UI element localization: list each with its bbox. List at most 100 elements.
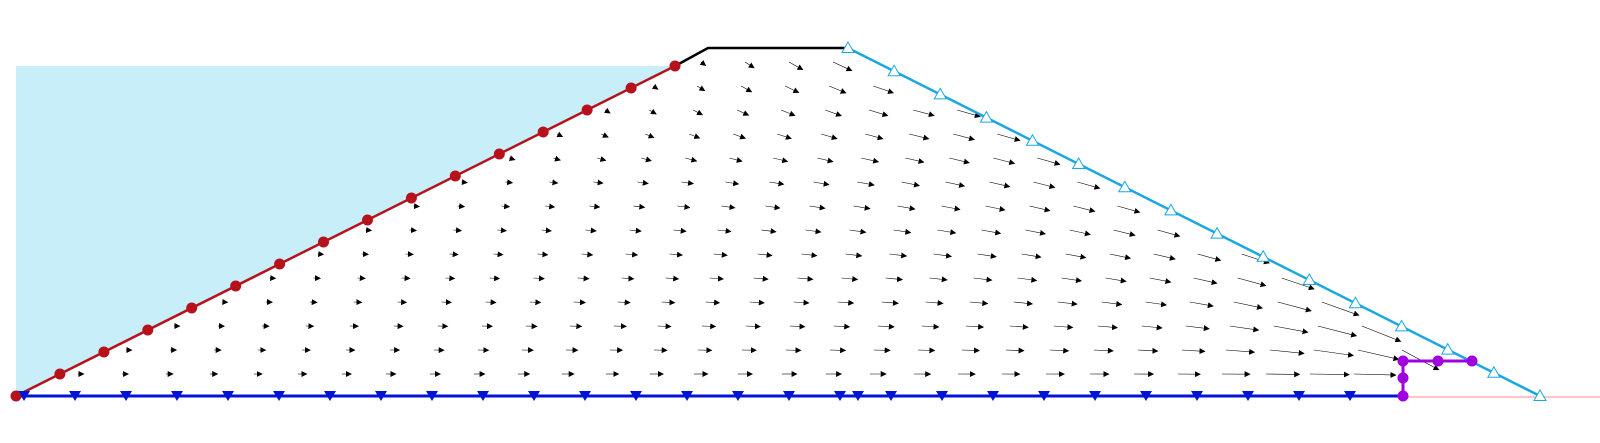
flow-vector [1353,371,1397,378]
flow-vector [1017,276,1038,283]
flow-vector [897,205,916,212]
flow-vector [1021,253,1042,260]
flow-vector [981,229,1002,236]
flow-vector [1149,277,1172,285]
flow-vector [801,252,818,259]
flow-vector [1113,229,1136,237]
flow-vector [949,157,970,165]
flow-vector [857,181,875,188]
upstream-face-node [318,236,329,248]
downstream-face-node [1025,133,1040,146]
flow-vector [461,179,468,186]
flow-vector [489,275,501,282]
upstream-face-node [54,368,66,380]
flow-vector [1049,347,1070,354]
flow-vector [1157,229,1181,238]
flow-vector [556,131,564,137]
flow-vector [669,251,683,258]
flow-vector [1281,277,1315,291]
flow-vector [705,299,721,306]
flow-vector [885,276,903,283]
flow-vector [913,109,935,118]
flow-vector [805,228,822,235]
flow-vector [537,251,549,258]
flow-vector [1029,205,1051,213]
flow-vector [977,253,997,259]
upstream-face-node [449,170,461,182]
flow-vector [709,275,724,282]
flow-vector [817,157,834,164]
flow-vector [696,85,706,92]
flow-vector [645,132,655,139]
base-node [987,391,999,401]
base-node [1191,391,1203,401]
flow-vector [501,203,511,210]
flow-vector [729,157,743,163]
flow-vector [601,132,609,138]
flow-vector [1097,324,1118,331]
base-node [783,391,795,401]
downstream-face-node [1440,342,1455,355]
flow-vector [961,347,980,354]
flow-vector [1193,277,1218,286]
flow-vector [585,227,597,234]
drain-node [1466,355,1478,367]
flow-vector [793,299,810,306]
downstream-face-line [847,46,1541,398]
flow-vector [589,203,601,210]
flow-vector [881,299,899,306]
base-node [1242,391,1254,401]
flow-vector [1005,347,1025,354]
flow-vector [1153,253,1176,261]
flow-vector [629,227,642,234]
flow-vector [989,181,1011,189]
flow-vector [1073,205,1096,213]
flow-vector [1185,325,1210,332]
flow-vector [485,299,497,306]
downstream-face-node [979,110,994,123]
base-node [324,391,336,401]
downstream-face-node [1210,226,1224,239]
flow-vector [1033,181,1056,190]
flow-vector [721,204,736,211]
base-node [171,391,183,401]
flow-vector [877,323,895,330]
flow-vector [413,203,420,210]
flow-vector [969,300,989,307]
drain-node [1397,390,1409,402]
flow-vector [593,179,604,186]
downstream-face-node [841,40,855,53]
flow-vector [828,85,847,94]
flow-vector [861,157,880,164]
flow-vector [673,227,687,234]
flow-vector [1269,349,1305,356]
flow-vector [657,323,672,330]
flow-vector [813,180,830,187]
flow-vector [493,251,504,258]
base-node [1089,391,1101,401]
flow-vector [873,85,894,95]
downstream-face-node [887,64,901,77]
flow-vector [941,205,961,212]
flow-vector [965,323,985,330]
flow-vector [681,179,694,186]
flow-vector [853,204,871,211]
flow-vector [529,299,542,306]
flow-vector [945,181,966,188]
flow-vector [973,276,993,283]
flow-vector [1025,229,1046,236]
flow-vector [985,205,1006,212]
flow-vector [405,251,414,258]
flow-vector [1273,325,1309,335]
flow-vector [788,61,804,70]
base-node [375,391,387,401]
flow-vector [1061,277,1082,284]
flow-vector [541,227,552,234]
flow-vector [889,252,908,259]
flow-vector [901,181,920,188]
base-node [579,391,591,401]
flow-vector [1309,371,1350,378]
flow-vector [845,252,863,259]
